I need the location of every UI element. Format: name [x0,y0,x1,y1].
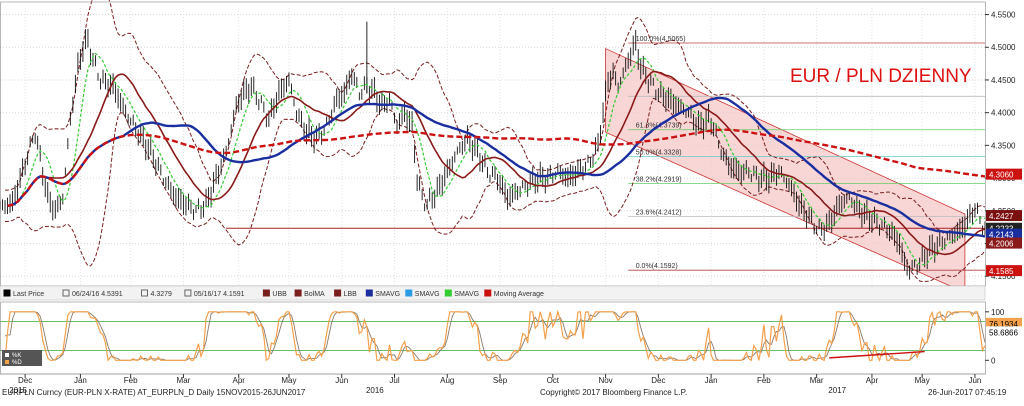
x-month-label-9: Sep [493,376,508,385]
x-month-label-13: Jan [705,376,718,385]
level-label-3: 50.0%(4.3328) [636,150,682,157]
legend-swatch-9 [444,289,452,297]
value-tag-label-1: 4.2427 [989,212,1014,221]
x-month-label-2: Feb [124,376,138,385]
y-tick-label-2: 4.4500 [991,76,1016,85]
x-month-label-18: Jun [968,376,981,385]
osc-legend-swatch-1 [5,360,9,364]
legend-label-5: BolMA [304,291,325,298]
value-tag-2 [986,222,1022,234]
sma-blue-line [7,96,986,238]
legend-label-2: 4.3279 [151,291,173,298]
x-year-label-0: 2015 [9,386,27,395]
legend-strip [0,285,986,301]
x-month-label-5: May [281,376,296,385]
ubb-line [5,0,986,235]
legend-label-10: Moving Average [494,291,544,298]
x-month-label-0: Dec [18,376,32,385]
legend-swatch-8 [405,289,413,297]
legend-swatch-7 [365,289,373,297]
legend-swatch-0 [3,289,11,297]
x-month-label-14: Feb [757,376,771,385]
x-month-label-8: Aug [440,376,454,385]
legend-label-3: 05/16/17 4.1591 [194,291,245,298]
x-month-label-6: Jun [335,376,348,385]
legend-label-1: 06/24/16 4.5391 [72,291,123,298]
legend-label-7: SMAVG [375,291,400,298]
value-tag-1 [986,210,1022,222]
osc-legend-swatch-0 [5,353,9,357]
x-month-label-15: Mar [810,376,824,385]
value-tag-0 [986,168,1022,180]
y-tick-label-8: 4.1500 [991,272,1016,281]
osc-value-tag-1 [986,326,1022,338]
osc-legend-label-1: %D [12,360,22,366]
value-tag-label-5: 4.1585 [989,267,1014,276]
x-month-label-1: Jan [74,376,87,385]
y-tick-label-0: 4.5500 [991,11,1016,20]
osc-trend-line [829,350,925,359]
legend-swatch-6 [334,289,342,297]
level-label-0: 100.0%(4.5065) [636,36,686,43]
legend-label-8: SMAVG [415,291,440,298]
x-year-label-1: 2016 [366,386,384,395]
legend-label-0: Last Price [13,291,44,298]
osc-value-tag-label-1: 58.6866 [989,328,1018,337]
x-month-label-4: Apr [232,376,245,385]
value-tag-3 [986,228,1022,240]
osc-legend-label-0: %K [12,353,21,359]
value-tag-label-4: 4.2006 [989,240,1014,249]
x-month-label-10: Oct [547,376,560,385]
y-tick-label-3: 4.4000 [991,109,1016,118]
legend-label-9: SMAVG [454,291,479,298]
lbb-line [5,97,986,283]
legend-label-4: UBB [272,291,287,298]
legend-swatch-2 [141,289,148,297]
chart-title: EUR / PLN DZIENNY [790,66,972,87]
legend-swatch-1 [62,289,70,297]
level-label-5: 23.6%(4.2412) [636,210,682,217]
osc-k-line [4,309,986,362]
sma-green-line [7,52,986,266]
osc-tick-label-0: 100 [991,308,1005,317]
x-month-label-7: Jul [389,376,399,385]
osc-tick-label-1: 0 [991,356,996,365]
x-month-label-12: Dec [651,376,665,385]
legend-swatch-10 [484,289,492,297]
y-tick-label-1: 4.5000 [991,43,1016,52]
legend-label-6: LBB [344,291,358,298]
x-month-label-3: Mar [177,376,191,385]
moving-average-line [7,128,986,207]
footer-center: Copyright© 2017 Bloomberg Finance L.P. [540,388,688,397]
legend-swatch-5 [294,289,302,297]
level-label-4: 38.2%(4.2919) [636,176,682,183]
x-month-label-11: Nov [598,376,612,385]
value-tag-4 [986,237,1022,249]
x-month-label-17: May [915,376,930,385]
level-label-7: 0.0%(4.1592) [636,263,678,270]
legend-swatch-4 [262,289,270,297]
x-year-label-2: 2017 [828,386,846,395]
legend-swatch-3 [184,289,192,297]
x-month-label-16: Apr [866,376,879,385]
osc-legend-box [2,350,42,366]
y-tick-label-4: 4.3500 [991,141,1016,150]
value-tag-label-3: 4.2143 [989,231,1014,240]
value-tag-label-0: 4.3060 [989,171,1014,180]
osc-value-tag-0 [986,317,1022,329]
osc-value-tag-label-0: 76.1934 [989,320,1018,329]
bolma-line [7,70,986,256]
value-tag-5 [986,265,1022,277]
footer-left: EURPLN Curncy (EUR-PLN X-RATE) AT_EURPLN… [2,388,306,397]
footer-right: 26-Jun-2017 07:45:19 [928,388,1007,397]
